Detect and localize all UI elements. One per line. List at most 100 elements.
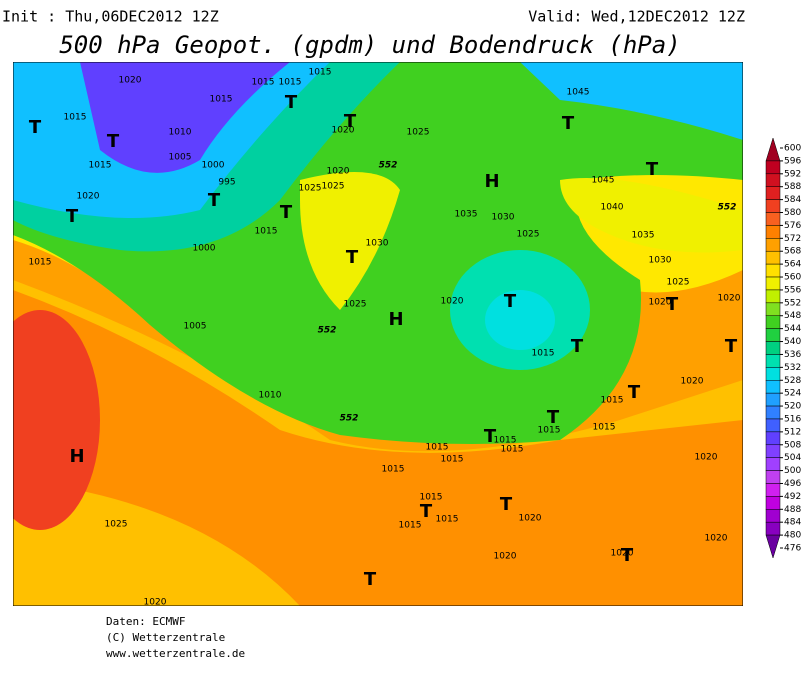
isobar-label: 1000 — [202, 161, 225, 171]
isobar-label: 1020 — [77, 192, 100, 202]
colorbar-band — [765, 263, 781, 278]
colorbar-band — [765, 483, 781, 497]
colorbar-band — [765, 302, 781, 316]
colorbar-label: 544 — [784, 324, 801, 334]
colorbar-label: 568 — [784, 247, 801, 257]
colorbar-band — [765, 186, 781, 200]
isobar-label: 1025 — [105, 520, 128, 530]
colorbar-label: 476 — [784, 544, 801, 554]
isobar-label: 1015 — [501, 445, 524, 455]
colorbar-label: 596 — [784, 156, 801, 166]
isobar-label: 1030 — [649, 256, 672, 266]
colorbar-band — [765, 431, 781, 446]
colorbar-label: 580 — [784, 208, 801, 218]
isobar-label: 1020 — [119, 76, 142, 86]
pressure-centre: T — [504, 291, 517, 312]
isobar-label: 1015 — [420, 493, 443, 503]
contour-label: 552 — [379, 161, 398, 171]
isobar-label: 1030 — [366, 239, 389, 249]
pressure-centre: T — [571, 336, 584, 357]
colorbar-band — [765, 354, 781, 368]
colorbar-band — [765, 405, 781, 420]
colorbar-label: 556 — [784, 285, 801, 295]
colorbar-band — [765, 392, 781, 407]
colorbar-band — [765, 496, 781, 510]
isobar-label: 1020 — [332, 126, 355, 136]
isobar-label: 1010 — [169, 128, 192, 138]
isobar-label: 1045 — [592, 176, 615, 186]
footer-url: www.wetterzentrale.de — [106, 647, 245, 660]
colorbar-band — [765, 276, 781, 291]
isobar-label: 1005 — [184, 322, 207, 332]
colorbar-label: 500 — [784, 466, 801, 476]
isobar-label: 1020 — [327, 167, 350, 177]
isobar-label: 1025 — [299, 184, 322, 194]
colorbar-label: 520 — [784, 402, 801, 412]
colorbar-label: 508 — [784, 440, 801, 450]
colorbar-label: 524 — [784, 389, 801, 399]
colorbar-label: 540 — [784, 337, 801, 347]
init-time: Init : Thu,06DEC2012 12Z — [2, 8, 219, 26]
isobar-label: 1015 — [89, 161, 112, 171]
pressure-centre: H — [69, 446, 84, 467]
pressure-centre: T — [484, 426, 497, 447]
isobar-label: 1015 — [210, 95, 233, 105]
map-title: 500 hPa Geopot. (gpdm) und Bodendruck (h… — [59, 31, 680, 59]
colorbar-band — [765, 521, 781, 536]
isobar-label: 1015 — [309, 68, 332, 78]
isobar-label: 1025 — [407, 128, 430, 138]
isobar-label: 1015 — [252, 78, 275, 88]
isobar-label: 1030 — [492, 213, 515, 223]
colorbar-band — [765, 444, 781, 458]
colorbar-label: 484 — [784, 518, 801, 528]
pressure-centre: T — [280, 202, 293, 223]
colorbar-label: 532 — [784, 363, 801, 373]
colorbar-band — [765, 534, 781, 559]
colorbar-label: 480 — [784, 531, 801, 541]
isobar-label: 1015 — [64, 113, 87, 123]
pressure-centre: T — [346, 247, 359, 268]
pressure-centre: T — [628, 382, 641, 403]
isobar-label: 1020 — [611, 549, 634, 559]
pressure-centre: H — [388, 309, 403, 330]
colorbar-band — [765, 173, 781, 187]
isobar-label: 1020 — [681, 377, 704, 387]
pressure-centre: H — [484, 171, 499, 192]
isobar-label: 1015 — [601, 396, 624, 406]
isobar-label: 1015 — [382, 465, 405, 475]
pressure-centre: T — [562, 113, 575, 134]
isobar-label: 1020 — [144, 598, 167, 608]
pressure-centre: T — [29, 117, 42, 138]
colorbar-label: 584 — [784, 195, 801, 205]
colorbar-band — [765, 225, 781, 239]
pressure-centre: T — [66, 206, 79, 227]
isobar-label: 1020 — [441, 297, 464, 307]
pressure-centre: T — [547, 407, 560, 428]
isobar-label: 1025 — [322, 182, 345, 192]
colorbar-band — [765, 418, 781, 433]
isobar-label: 1020 — [519, 514, 542, 524]
isobar-label: 1045 — [567, 88, 590, 98]
colorbar-label: 552 — [784, 298, 801, 308]
isobar-label: 1000 — [193, 244, 216, 254]
isobar-label: 1015 — [436, 515, 459, 525]
colorbar-label: 572 — [784, 234, 801, 244]
isobar-label: 995 — [218, 178, 235, 188]
isobar-label: 1020 — [695, 453, 718, 463]
map — [13, 62, 743, 606]
isobar-label: 1015 — [279, 78, 302, 88]
colorbar-label: 516 — [784, 414, 801, 424]
colorbar-band — [765, 509, 781, 523]
pressure-centre: T — [646, 159, 659, 180]
contour-label: 552 — [318, 326, 337, 336]
colorbar-label: 600 — [784, 144, 801, 154]
colorbar-band — [765, 341, 781, 355]
pressure-centre: T — [364, 569, 377, 590]
isobar-label: 1035 — [632, 231, 655, 241]
isobar-label: 1015 — [532, 349, 555, 359]
pressure-centre: T — [107, 131, 120, 152]
isobar-label: 1025 — [517, 230, 540, 240]
valid-time: Valid: Wed,12DEC2012 12Z — [528, 8, 745, 26]
isobar-label: 1015 — [426, 443, 449, 453]
isobar-label: 1035 — [455, 210, 478, 220]
